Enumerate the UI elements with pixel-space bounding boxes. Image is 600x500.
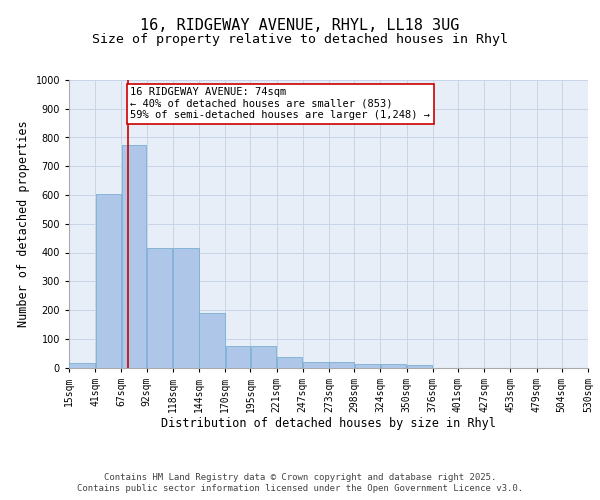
Text: 16 RIDGEWAY AVENUE: 74sqm
← 40% of detached houses are smaller (853)
59% of semi: 16 RIDGEWAY AVENUE: 74sqm ← 40% of detac… xyxy=(130,87,430,120)
Bar xyxy=(329,362,354,368)
Bar xyxy=(122,144,146,368)
Bar xyxy=(226,346,250,368)
Bar xyxy=(303,362,329,368)
Bar xyxy=(199,313,225,368)
Text: Contains HM Land Registry data © Crown copyright and database right 2025.: Contains HM Land Registry data © Crown c… xyxy=(104,472,496,482)
Bar xyxy=(173,248,199,368)
Bar xyxy=(355,364,380,368)
Y-axis label: Number of detached properties: Number of detached properties xyxy=(17,120,30,327)
Text: 16, RIDGEWAY AVENUE, RHYL, LL18 3UG: 16, RIDGEWAY AVENUE, RHYL, LL18 3UG xyxy=(140,18,460,32)
Bar xyxy=(70,363,95,368)
Text: Contains public sector information licensed under the Open Government Licence v3: Contains public sector information licen… xyxy=(77,484,523,493)
Text: Size of property relative to detached houses in Rhyl: Size of property relative to detached ho… xyxy=(92,32,508,46)
Bar xyxy=(147,248,172,368)
Bar xyxy=(251,346,276,368)
X-axis label: Distribution of detached houses by size in Rhyl: Distribution of detached houses by size … xyxy=(161,418,496,430)
Bar xyxy=(407,365,433,368)
Bar xyxy=(277,358,302,368)
Bar xyxy=(95,194,121,368)
Bar xyxy=(381,364,406,368)
